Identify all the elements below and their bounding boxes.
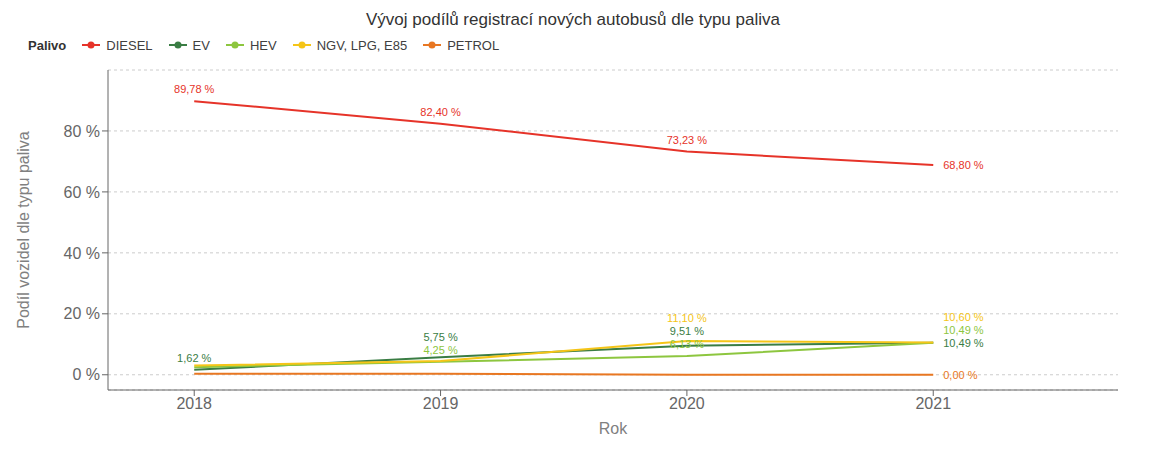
svg-text:73,23 %: 73,23 % [667, 134, 708, 146]
svg-text:1,62 %: 1,62 % [177, 352, 211, 364]
svg-text:2018: 2018 [176, 395, 212, 412]
svg-text:82,40 %: 82,40 % [420, 106, 461, 118]
svg-text:6,13 %: 6,13 % [670, 338, 704, 350]
html-text:EV: EV [192, 37, 210, 53]
svg-text:9,51 %: 9,51 % [670, 325, 704, 337]
html-text:Vývoj podílů registrací nových: Vývoj podílů registrací nových autobusů … [366, 10, 780, 29]
html-text:NGV, LPG, E85: NGV, LPG, E85 [316, 37, 408, 53]
svg-text:89,78 %: 89,78 % [174, 83, 215, 95]
html-text:DIESEL: DIESEL [106, 37, 153, 53]
svg-text:2020: 2020 [669, 395, 705, 412]
svg-text:0 %: 0 % [72, 366, 100, 383]
svg-text:20 %: 20 % [64, 305, 100, 322]
svg-text:0,00 %: 0,00 % [943, 369, 977, 381]
svg-text:60 %: 60 % [64, 184, 100, 201]
svg-text:40 %: 40 % [64, 245, 100, 262]
svg-text:4,25 %: 4,25 % [423, 344, 457, 356]
svg-text:Rok: Rok [599, 420, 628, 437]
svg-text:10,60 %: 10,60 % [943, 311, 984, 323]
svg-text:Podíl vozidel dle typu paliva: Podíl vozidel dle typu paliva [15, 131, 32, 329]
svg-text:68,80 %: 68,80 % [943, 159, 984, 171]
html-text:Palivo: Palivo [28, 37, 67, 53]
svg-text:80 %: 80 % [64, 123, 100, 140]
html-text:PETROL: PETROL [447, 37, 500, 53]
svg-text:2019: 2019 [423, 395, 459, 412]
svg-text:10,49 %: 10,49 % [943, 324, 984, 336]
svg-text:2021: 2021 [915, 395, 951, 412]
svg-text:5,75 %: 5,75 % [423, 331, 457, 343]
svg-text:10,49 %: 10,49 % [943, 337, 984, 349]
html-text:HEV: HEV [249, 37, 277, 53]
svg-text:11,10 %: 11,10 % [667, 312, 707, 324]
